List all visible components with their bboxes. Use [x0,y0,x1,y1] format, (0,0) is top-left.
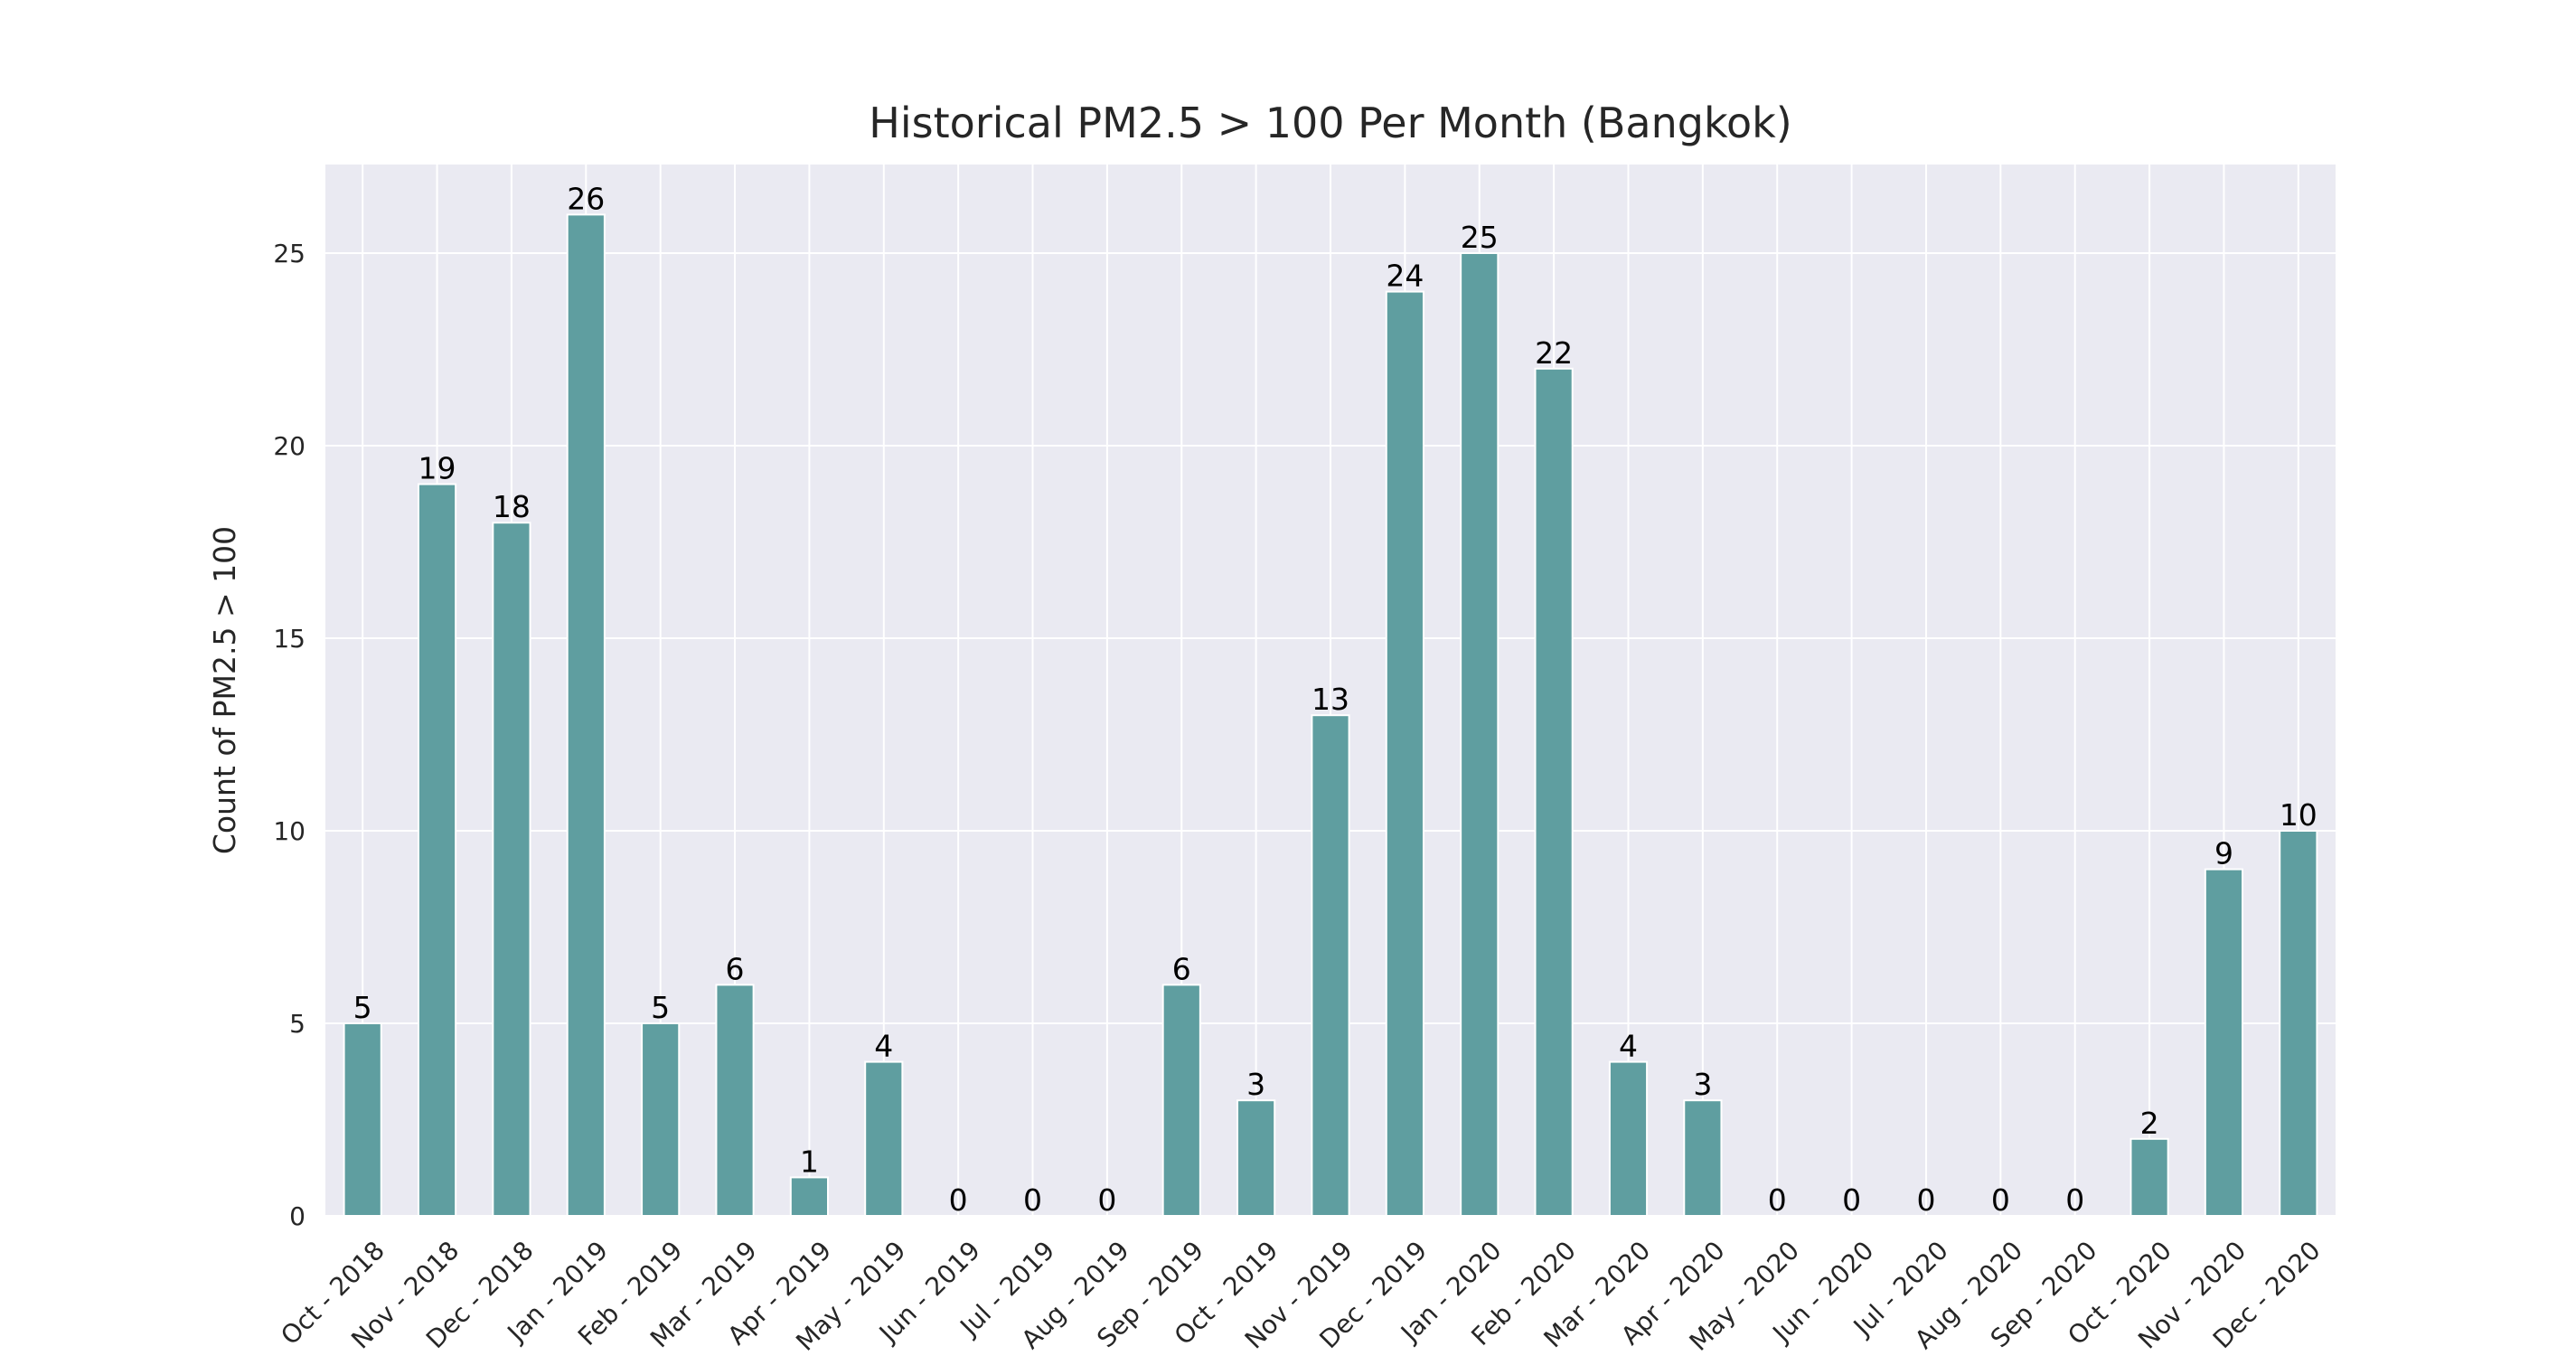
bar [1608,1060,1649,1217]
data-label: 6 [726,951,745,986]
bar [1385,290,1424,1218]
bar [641,1022,681,1217]
data-labels: 5 19 18 26 5 6 1 4 0 0 0 6 3 13 24 25 22 4 3 0 0 0 0 0 2 9 10 [353,181,2317,1218]
bar [1236,1099,1276,1217]
y-tick-label: 25 [273,239,306,268]
data-label: 5 [353,990,372,1025]
data-label: 0 [1991,1182,2010,1218]
bar [789,1176,830,1218]
data-label: 4 [874,1029,893,1064]
data-label: 18 [493,489,531,524]
data-label: 0 [1842,1182,1861,1218]
data-label: 13 [1312,682,1349,717]
bar [2279,829,2318,1217]
data-label: 22 [1535,335,1573,371]
bar [417,483,457,1217]
y-tick-label: 20 [273,431,306,461]
bar [715,984,755,1218]
data-label: 9 [2214,836,2233,871]
y-tick-label: 10 [273,816,306,846]
data-label: 4 [1619,1029,1638,1064]
data-label: 0 [949,1182,968,1218]
y-tick-label: 0 [289,1201,306,1231]
bar [1683,1099,1723,1217]
bar [2204,868,2244,1217]
bar [343,1022,382,1217]
bar [1534,367,1574,1217]
data-label: 3 [1693,1067,1712,1102]
data-label: 1 [800,1144,819,1179]
bar [566,213,606,1217]
data-label: 3 [1246,1067,1265,1102]
data-label: 6 [1172,951,1191,986]
bar [492,522,531,1217]
data-label: 19 [418,451,456,486]
y-tick-label: 5 [289,1009,306,1039]
data-label: 5 [651,990,670,1025]
bars [343,213,2318,1218]
bar [1460,251,1500,1217]
data-label: 24 [1386,259,1424,294]
y-axis-label: Count of PM2.5 > 100 [207,526,242,854]
data-label: 0 [1097,1182,1116,1218]
chart-title: Historical PM2.5 > 100 Per Month (Bangko… [869,99,1791,147]
data-label: 0 [1768,1182,1787,1218]
data-label: 25 [1461,220,1499,255]
y-axis-ticks: 0 5 10 15 20 25 [273,239,306,1231]
bar [2129,1137,2169,1218]
data-label: 10 [2280,797,2317,833]
bar [1161,984,1201,1218]
y-tick-label: 15 [273,624,306,654]
data-label: 0 [1023,1182,1042,1218]
data-label: 0 [1916,1182,1935,1218]
bar [1311,714,1350,1217]
data-label: 0 [2065,1182,2084,1218]
data-label: 2 [2140,1106,2159,1141]
bar [864,1060,904,1217]
data-label: 26 [567,181,605,216]
